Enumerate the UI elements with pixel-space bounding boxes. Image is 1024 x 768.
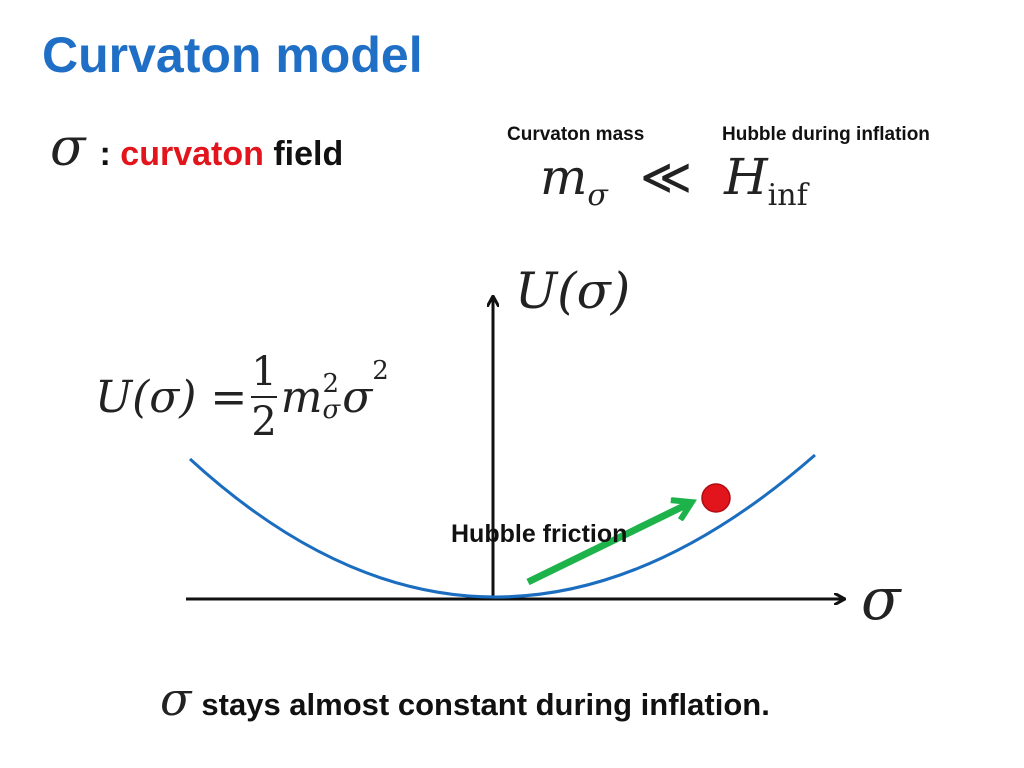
inequality-lhs: m — [540, 148, 588, 206]
mass-inequality: mσ ≪ Hinf — [540, 148, 808, 213]
field-word: field — [273, 135, 344, 173]
field-definition-label: : curvaton field — [100, 135, 344, 174]
colon: : — [99, 135, 111, 173]
inequality-lhs-sub: σ — [587, 178, 608, 213]
field-definition: σ : curvaton field — [50, 118, 343, 178]
formula-lhs: U(σ) = — [95, 371, 248, 423]
curvaton-word: curvaton — [120, 135, 264, 173]
hubble-friction-label: Hubble friction — [451, 520, 628, 548]
x-axis-label: σ — [861, 565, 901, 633]
fraction-denominator: 2 — [251, 399, 277, 445]
curvaton-mass-label: Curvaton mass — [507, 124, 645, 145]
bottom-statement: σ stays almost constant during inflation… — [160, 672, 770, 726]
fraction-numerator: 1 — [251, 349, 277, 395]
potential-formula: U(σ) = 1 2 m 2 σ σ 2 — [95, 352, 389, 442]
formula-m: m — [280, 371, 323, 423]
slide-title: Curvaton model — [42, 27, 423, 83]
sigma-symbol: σ — [50, 118, 86, 178]
bottom-sigma-symbol: σ — [160, 672, 192, 726]
bottom-statement-text: stays almost constant during inflation. — [201, 687, 770, 722]
one-half-fraction: 1 2 — [251, 349, 277, 445]
inequality-rhs: H — [724, 148, 768, 206]
hubble-friction-arrow — [526, 503, 690, 586]
fraction-bar — [251, 396, 277, 398]
y-axis-label: U(σ) — [515, 262, 631, 320]
m-subscript: σ — [322, 395, 341, 425]
m-superscript: 2 — [322, 369, 340, 399]
inequality-rhs-sub: inf — [767, 178, 808, 213]
potential-curve — [188, 453, 816, 599]
hubble-during-inflation-label: Hubble during inflation — [722, 124, 930, 145]
much-less-than: ≪ — [639, 148, 693, 206]
sigma-superscript: 2 — [372, 356, 389, 386]
formula-sigma: σ — [342, 371, 373, 423]
curvaton-ball — [701, 483, 731, 513]
m-scripts: 2 σ — [323, 371, 341, 423]
